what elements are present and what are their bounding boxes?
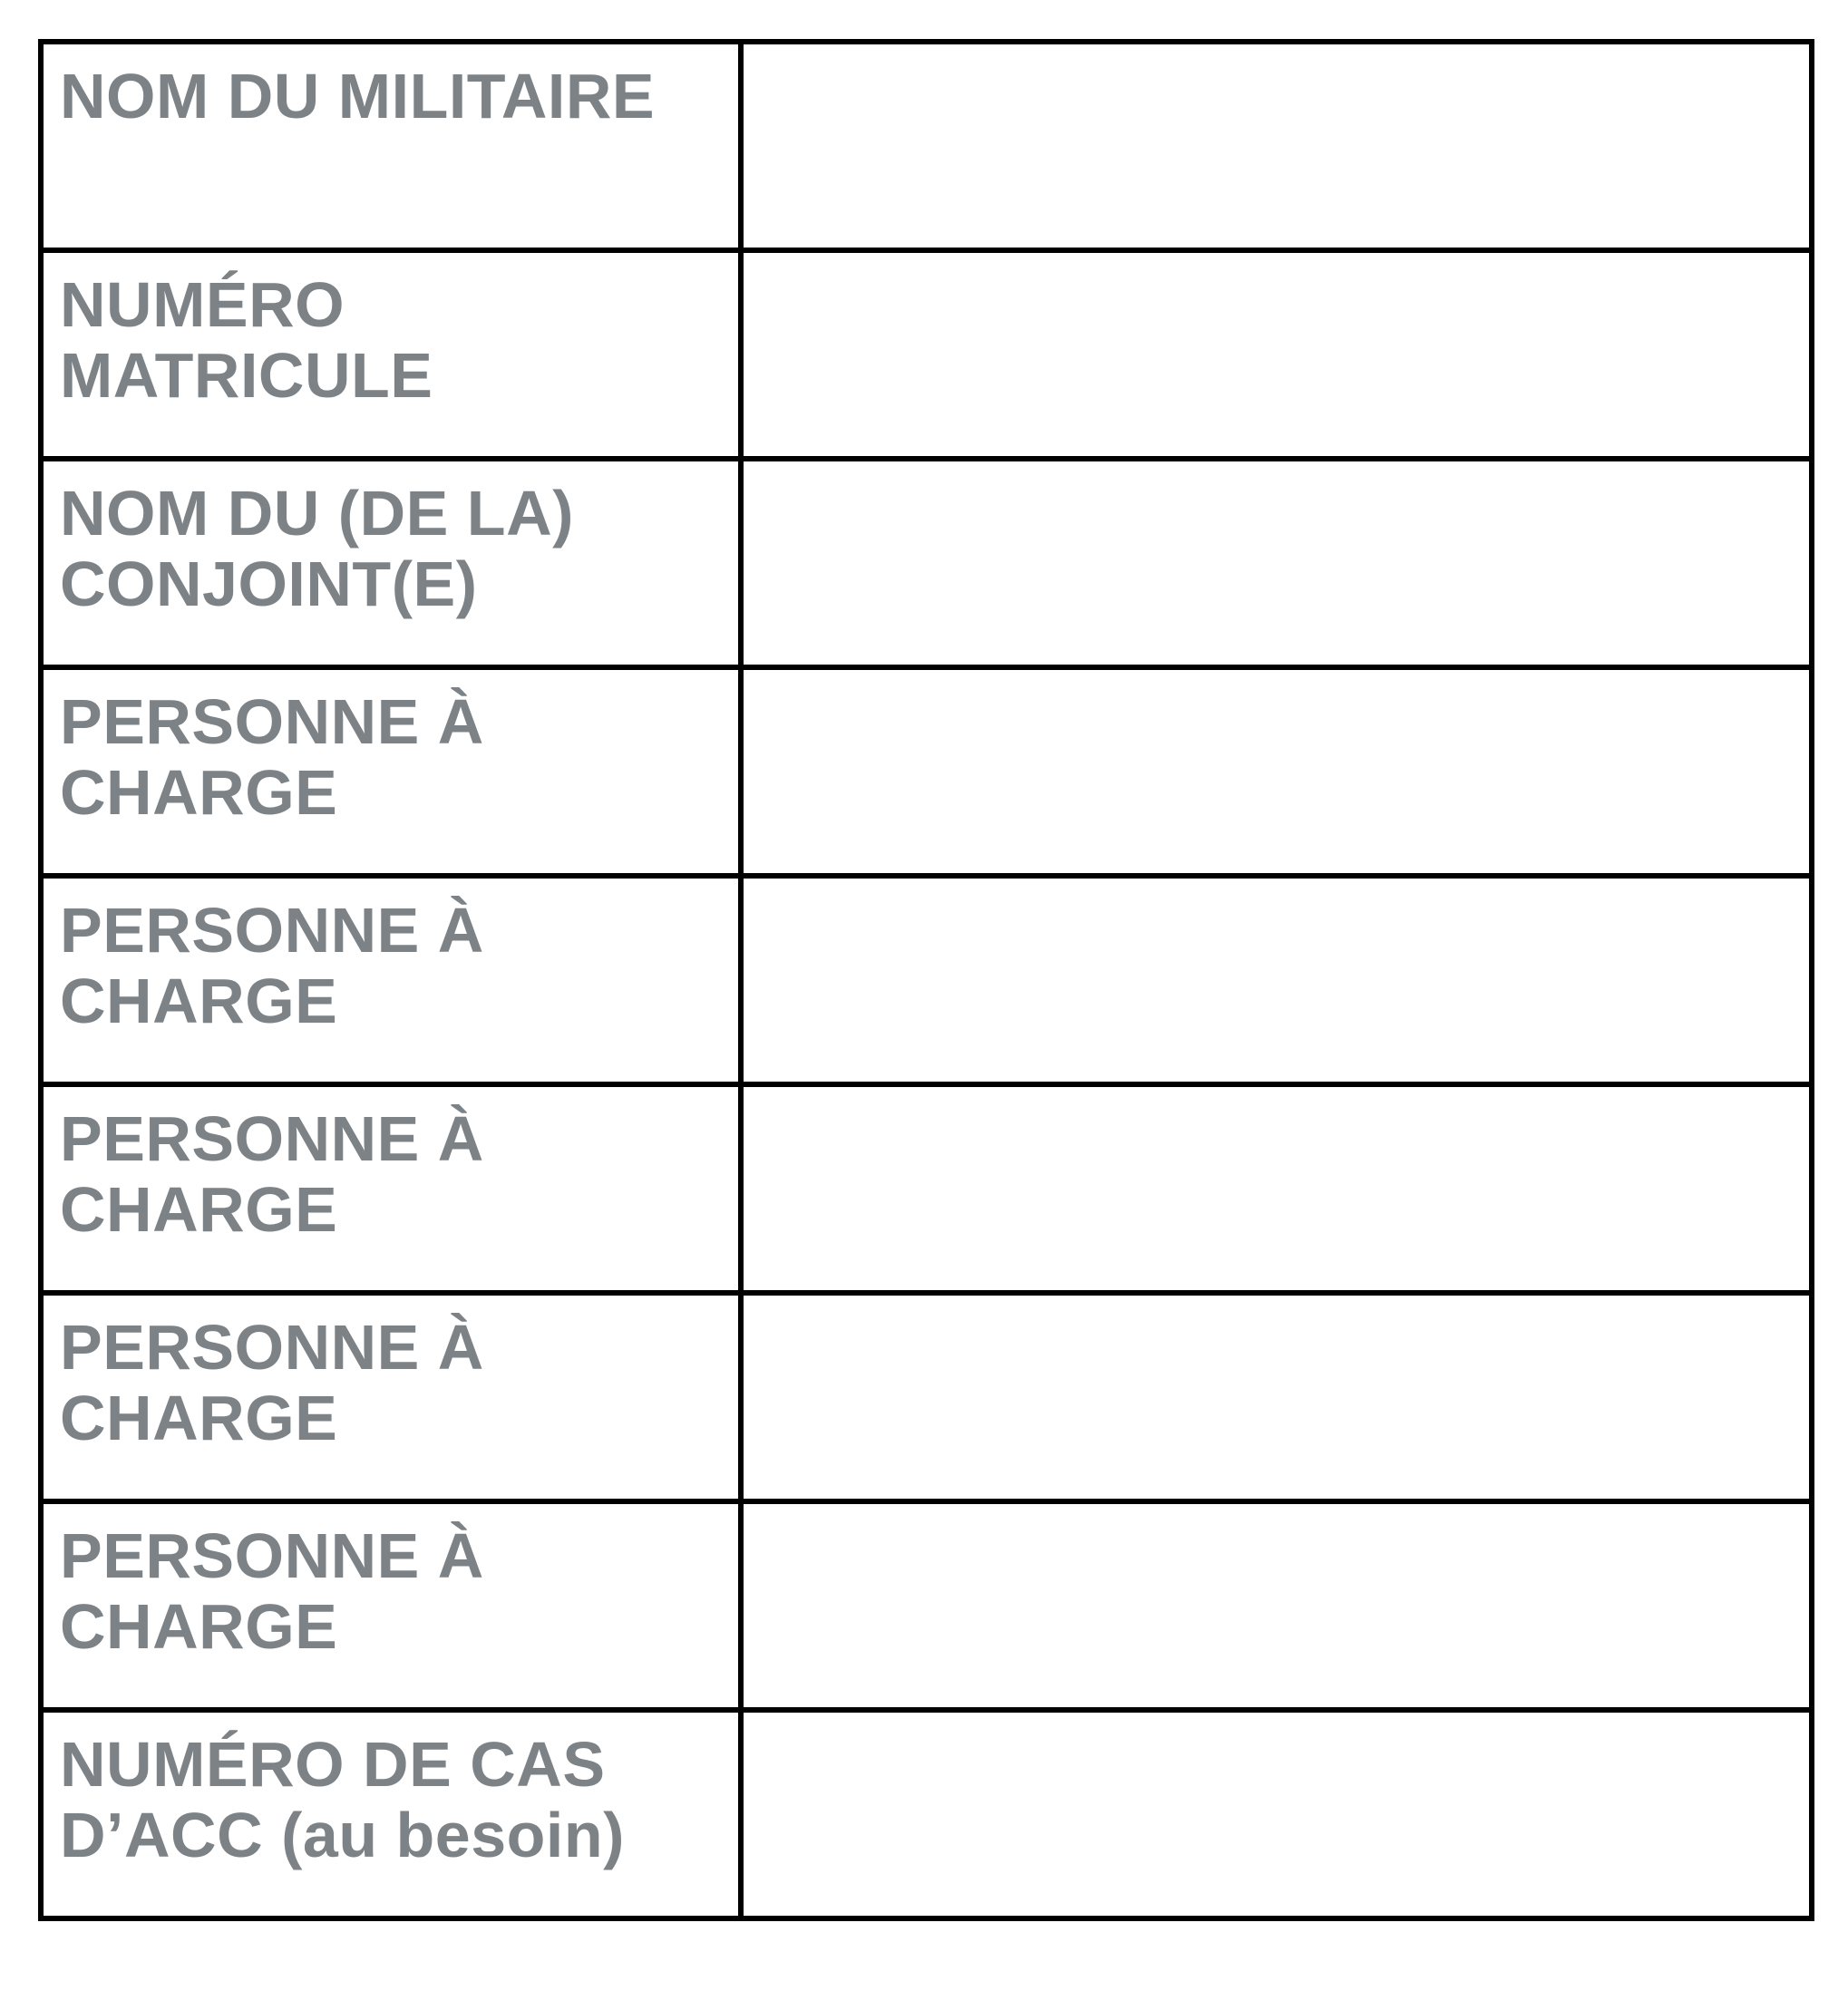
- field-label-numero-cas-acc: NUMÉRO DE CAS D’ACC (au besoin): [38, 1707, 744, 1921]
- field-label-nom-militaire: NOM DU MILITAIRE: [38, 39, 744, 253]
- table-row-personne-a-charge-2: PERSONNE À CHARGE: [38, 873, 1814, 1087]
- field-input-personne-a-charge-2[interactable]: [738, 873, 1814, 1087]
- table-row-numero-matricule: NUMÉRO MATRICULE: [38, 248, 1814, 461]
- field-input-personne-a-charge-3[interactable]: [738, 1082, 1814, 1296]
- military-info-form-table: NOM DU MILITAIRE NUMÉRO MATRICULE NOM DU…: [38, 39, 1814, 1921]
- field-label-personne-a-charge-4: PERSONNE À CHARGE: [38, 1290, 744, 1504]
- table-row-personne-a-charge-3: PERSONNE À CHARGE: [38, 1082, 1814, 1296]
- field-label-personne-a-charge-2: PERSONNE À CHARGE: [38, 873, 744, 1087]
- field-input-personne-a-charge-1[interactable]: [738, 665, 1814, 879]
- field-label-personne-a-charge-5: PERSONNE À CHARGE: [38, 1499, 744, 1713]
- table-row-numero-cas-acc: NUMÉRO DE CAS D’ACC (au besoin): [38, 1707, 1814, 1921]
- field-input-personne-a-charge-4[interactable]: [738, 1290, 1814, 1504]
- field-input-numero-matricule[interactable]: [738, 248, 1814, 461]
- table-row-nom-conjoint: NOM DU (DE LA) CONJOINT(E): [38, 456, 1814, 670]
- field-input-nom-conjoint[interactable]: [738, 456, 1814, 670]
- field-label-personne-a-charge-1: PERSONNE À CHARGE: [38, 665, 744, 879]
- field-input-personne-a-charge-5[interactable]: [738, 1499, 1814, 1713]
- field-input-numero-cas-acc[interactable]: [738, 1707, 1814, 1921]
- table-row-personne-a-charge-4: PERSONNE À CHARGE: [38, 1290, 1814, 1504]
- field-label-nom-conjoint: NOM DU (DE LA) CONJOINT(E): [38, 456, 744, 670]
- table-row-personne-a-charge-1: PERSONNE À CHARGE: [38, 665, 1814, 879]
- field-label-personne-a-charge-3: PERSONNE À CHARGE: [38, 1082, 744, 1296]
- field-label-numero-matricule: NUMÉRO MATRICULE: [38, 248, 744, 461]
- field-input-nom-militaire[interactable]: [738, 39, 1814, 253]
- table-row-nom-militaire: NOM DU MILITAIRE: [38, 39, 1814, 253]
- table-row-personne-a-charge-5: PERSONNE À CHARGE: [38, 1499, 1814, 1713]
